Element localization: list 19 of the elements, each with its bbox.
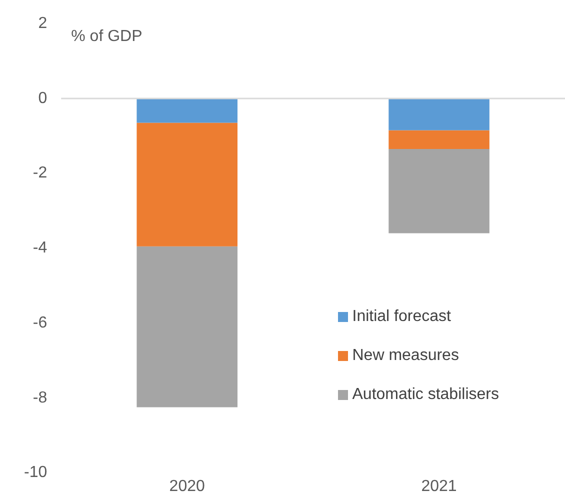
y-axis-title: % of GDP: [71, 28, 142, 46]
y-tick-label: -8: [32, 389, 48, 406]
y-tick-label: -10: [24, 464, 48, 482]
legend-label: New measures: [352, 347, 459, 366]
bar: [136, 122, 238, 246]
y-tick-label: 0: [38, 90, 48, 107]
legend-label: Automatic stabilisers: [352, 386, 499, 404]
x-tick-label: 2021: [421, 478, 457, 495]
y-tick-label: -6: [32, 314, 48, 332]
bar: [136, 98, 238, 123]
x-tick-label: 2020: [169, 478, 205, 495]
y-tick-label: -2: [32, 164, 48, 182]
bar: [136, 246, 238, 408]
bar: [388, 130, 490, 149]
legend-label: Initial forecast: [352, 308, 451, 326]
y-tick-label: 2: [38, 15, 48, 32]
bar: [388, 98, 490, 130]
y-tick-label: -4: [32, 240, 48, 257]
bar: [388, 149, 490, 234]
